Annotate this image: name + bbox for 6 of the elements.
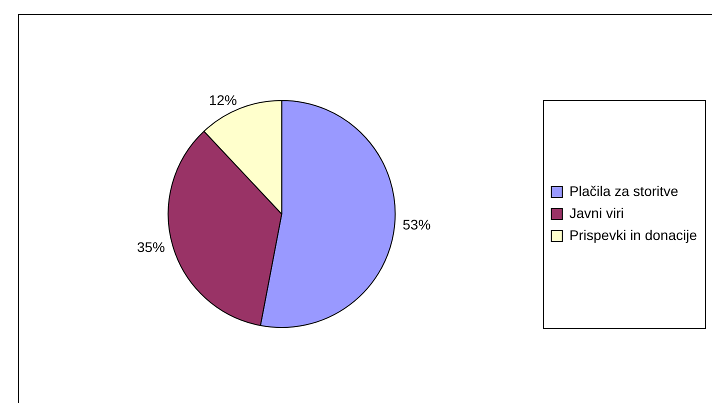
data-label: 53% (402, 216, 431, 232)
legend-label: Prispevki in donacije (569, 226, 698, 243)
legend-label: Javni viri (569, 204, 624, 221)
legend-label: Plačila za storitve (569, 182, 679, 199)
data-label: 12% (208, 92, 237, 108)
data-label: 35% (136, 238, 166, 255)
